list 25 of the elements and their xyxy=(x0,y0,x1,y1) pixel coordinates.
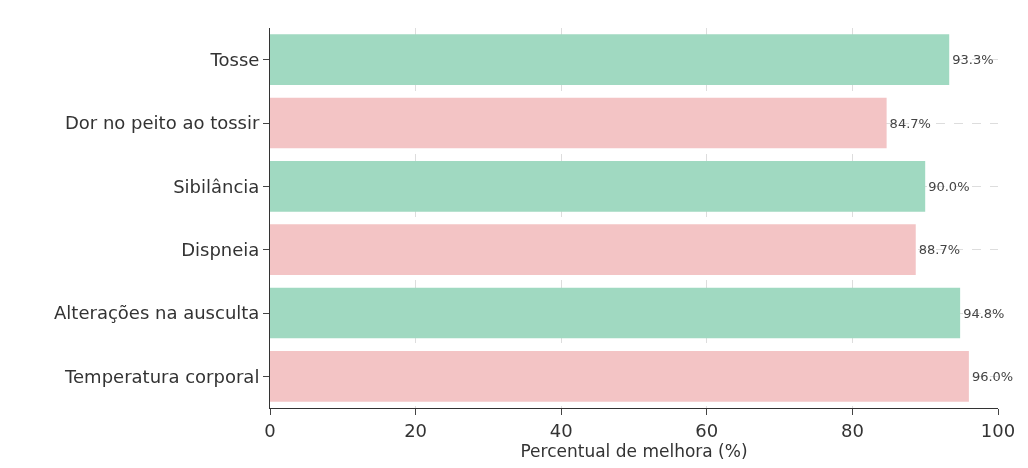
data-label: 96.0% xyxy=(971,368,1014,384)
x-axis-title: Percentual de melhora (%) xyxy=(520,440,748,461)
x-tick-label: 0 xyxy=(264,419,276,441)
bar xyxy=(270,287,961,339)
x-tick-label: 40 xyxy=(549,419,573,441)
y-tick-label: Alterações na ausculta xyxy=(54,302,260,324)
y-tick-label: Dor no peito ao tossir xyxy=(64,112,260,134)
bar xyxy=(270,97,887,149)
y-tick-label: Dispneia xyxy=(181,238,260,260)
x-tick-label: 20 xyxy=(404,419,428,441)
data-label: 90.0% xyxy=(928,178,970,194)
x-tick-label: 80 xyxy=(840,419,864,441)
bar xyxy=(270,161,926,212)
y-tick-label: Temperatura corporal xyxy=(64,365,260,387)
x-tick-label: 100 xyxy=(980,419,1016,441)
data-label: 88.7% xyxy=(918,242,961,258)
y-tick-label: Tosse xyxy=(209,48,260,70)
y-tick-label: Sibilância xyxy=(173,175,260,197)
data-label: 93.3% xyxy=(952,52,994,68)
data-label: 94.8% xyxy=(963,305,1005,321)
bar xyxy=(270,351,969,402)
x-tick-label: 60 xyxy=(695,419,719,441)
bar xyxy=(270,34,950,85)
data-label: 84.7% xyxy=(889,115,931,131)
bar xyxy=(270,224,916,275)
